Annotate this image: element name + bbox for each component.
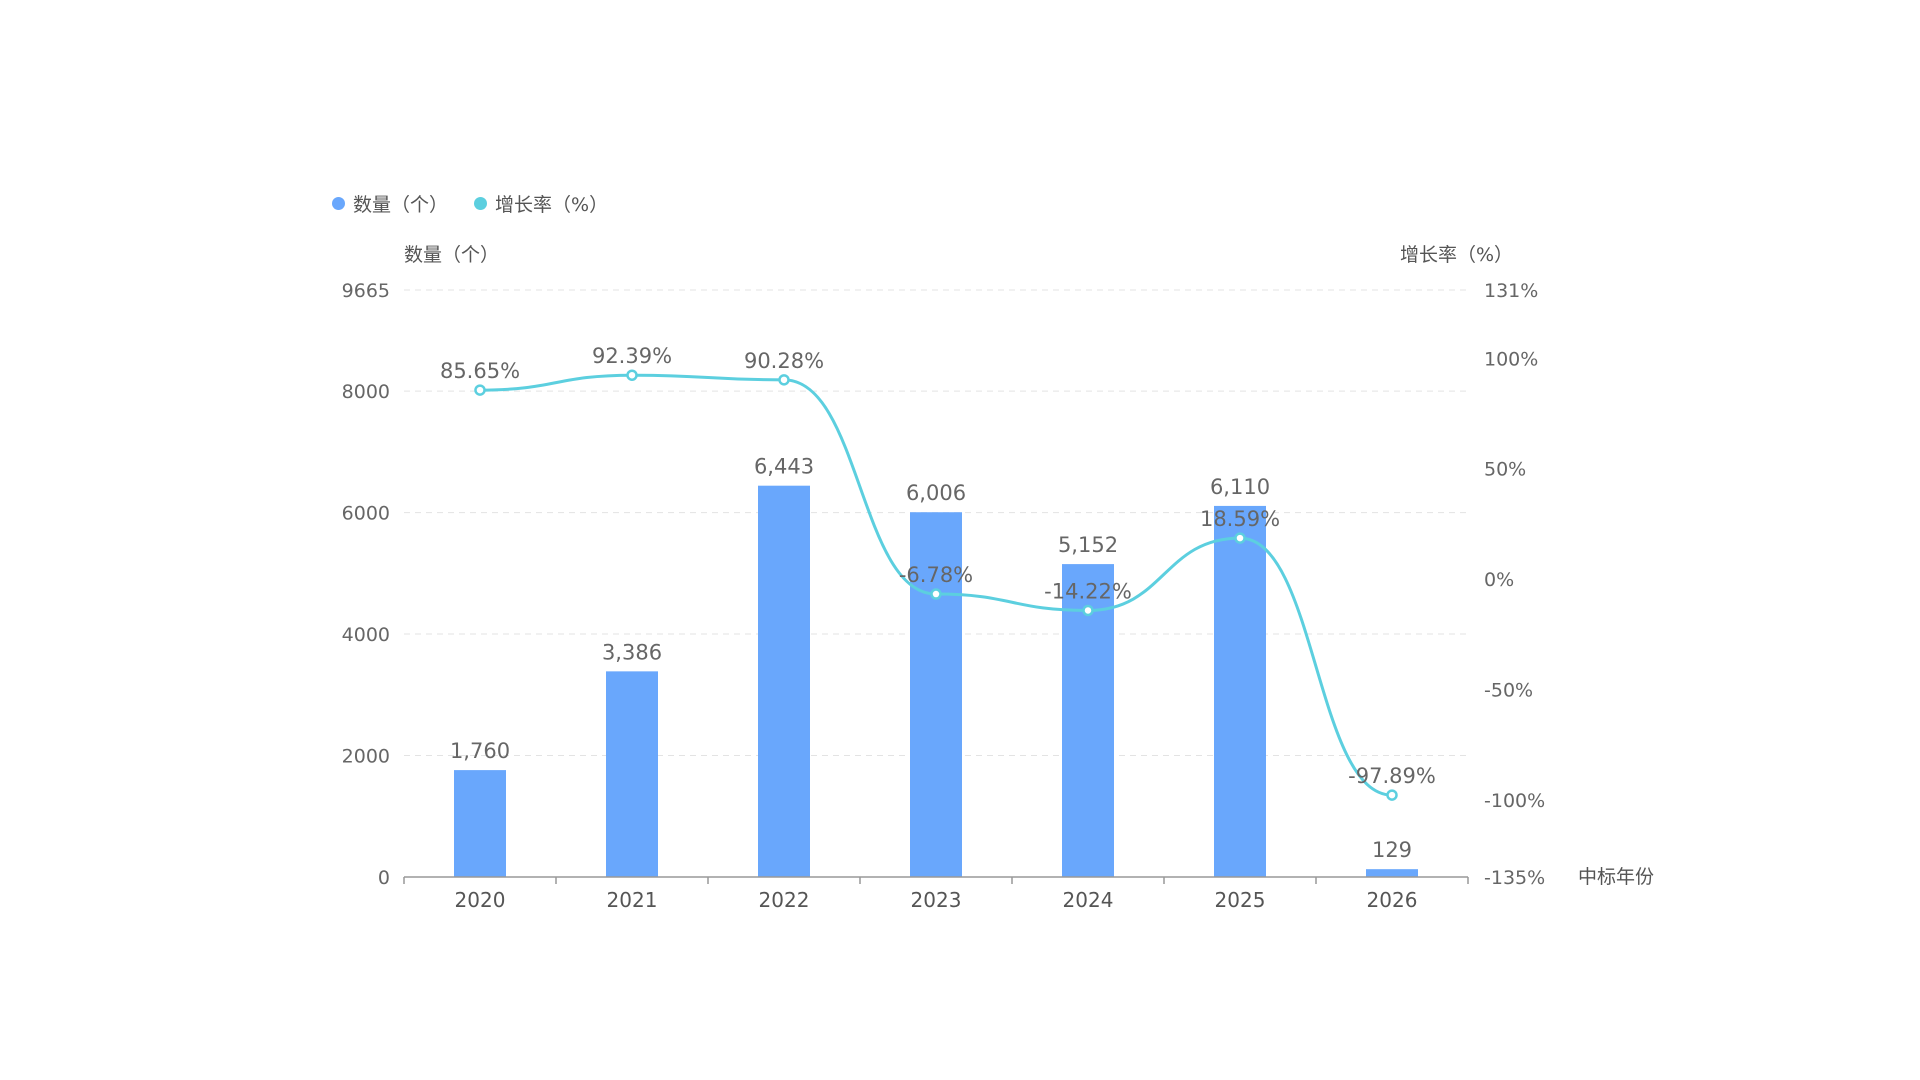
legend-item-growth[interactable]: 增长率（%） — [474, 190, 608, 217]
line-series — [474, 369, 1398, 801]
growth-rate-label: -97.89% — [1348, 764, 1436, 788]
growth-rate-label: -14.22% — [1044, 579, 1132, 603]
growth-rate-point — [1386, 789, 1398, 801]
chart-legend: 数量（个） 增长率（%） — [332, 190, 608, 217]
left-tick-label: 9665 — [342, 280, 390, 302]
left-axis-title: 数量（个） — [404, 244, 500, 266]
growth-rate-point — [930, 588, 942, 600]
legend-dot-quantity — [332, 197, 345, 210]
left-tick-label: 4000 — [342, 624, 390, 646]
x-tick-label: 2022 — [759, 888, 810, 912]
right-tick-label: 50% — [1484, 459, 1526, 481]
x-tick-label: 2023 — [911, 888, 962, 912]
growth-rate-label: -6.78% — [899, 563, 973, 587]
left-tick-label: 0 — [378, 867, 390, 889]
bar-value-label: 3,386 — [602, 640, 662, 664]
growth-rate-label: 92.39% — [592, 344, 672, 368]
axes: 0 2000 4000 6000 8000 9665 -135% -100% -50% 0% 50%… — [342, 280, 1546, 912]
bar-value-label: 6,110 — [1210, 475, 1270, 499]
legend-item-quantity[interactable]: 数量（个） — [332, 190, 448, 217]
left-tick-label: 6000 — [342, 503, 390, 525]
bar — [1366, 869, 1418, 877]
bar — [606, 671, 658, 877]
bar — [1062, 564, 1114, 877]
growth-rate-point — [1234, 532, 1246, 544]
bar-value-label: 6,443 — [754, 455, 814, 479]
bar-value-label: 1,760 — [450, 739, 510, 763]
growth-rate-label: 90.28% — [744, 349, 824, 373]
bar — [758, 485, 810, 877]
bar-value-label: 5,152 — [1058, 533, 1118, 557]
growth-rate-point — [778, 374, 790, 386]
growth-rate-point — [1082, 604, 1094, 617]
legend-label-growth: 增长率（%） — [495, 194, 609, 216]
growth-rate-label: 18.59% — [1200, 507, 1280, 531]
x-tick-label: 2025 — [1215, 888, 1266, 912]
growth-rate-point — [474, 384, 486, 396]
right-axis-title: 增长率（%） — [1400, 244, 1514, 266]
left-tick-label: 8000 — [342, 381, 390, 403]
legend-label-quantity: 数量（个） — [353, 194, 449, 216]
legend-dot-growth — [474, 197, 488, 210]
right-tick-label: 0% — [1484, 569, 1514, 591]
right-tick-label: -50% — [1484, 679, 1533, 701]
right-tick-label: 100% — [1484, 348, 1538, 370]
growth-rate-point — [626, 369, 638, 381]
right-tick-label: -100% — [1484, 790, 1545, 812]
right-tick-label: -135% — [1484, 867, 1545, 889]
bar — [910, 512, 962, 877]
x-tick-label: 2026 — [1367, 888, 1418, 912]
x-tick-label: 2021 — [607, 888, 658, 912]
right-tick-label: 131% — [1484, 280, 1538, 302]
x-axis-title: 中标年份 — [1578, 866, 1655, 888]
x-tick-label: 2024 — [1063, 888, 1114, 912]
bar — [454, 770, 506, 877]
growth-rate-line — [479, 373, 1393, 797]
bar-value-label: 6,006 — [906, 481, 966, 505]
bar — [1214, 505, 1266, 877]
x-tick-label: 2020 — [455, 888, 506, 912]
bar-series — [454, 485, 1418, 877]
bar-value-label: 129 — [1372, 838, 1412, 862]
data-labels: 1,760 3,386 6,443 6,006 5,152 6,110 129 85.65% 9… — [440, 344, 1436, 862]
growth-rate-label: 85.65% — [440, 359, 520, 383]
left-tick-label: 2000 — [342, 746, 390, 768]
